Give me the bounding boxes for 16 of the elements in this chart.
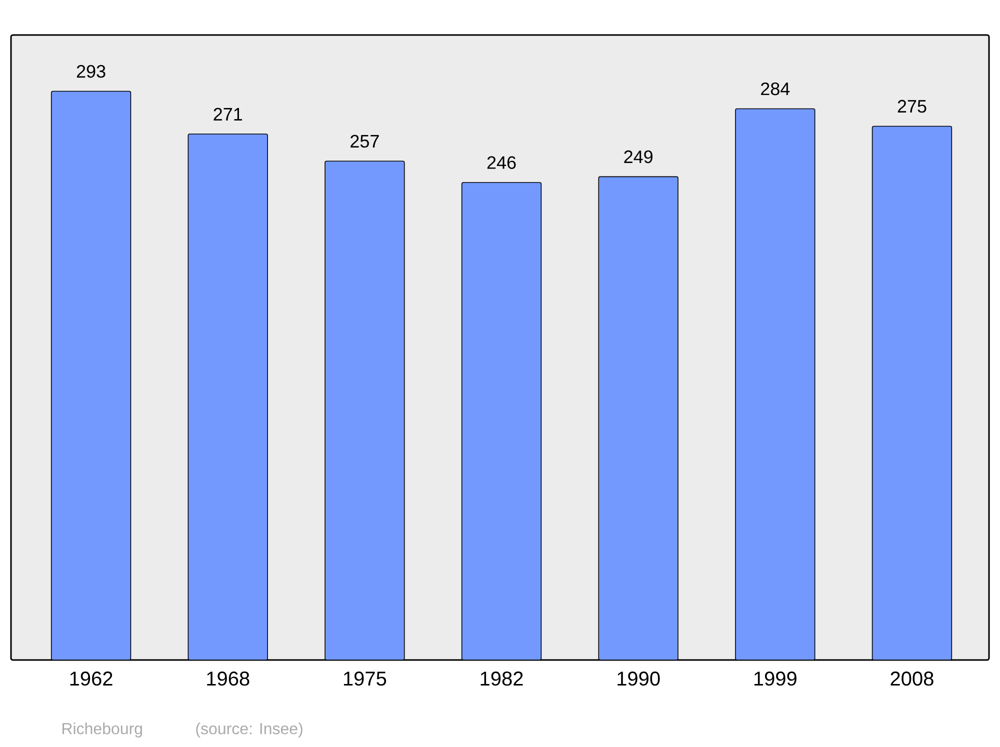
x-tick-label: 1968 bbox=[207, 672, 250, 686]
data-label: 284 bbox=[761, 82, 790, 96]
data-label: 275 bbox=[898, 100, 926, 113]
data-label: 293 bbox=[76, 64, 106, 78]
data-label: 246 bbox=[487, 156, 516, 169]
x-tick-label: 2008 bbox=[890, 672, 934, 686]
data-label: 257 bbox=[350, 134, 379, 148]
data-label: 271 bbox=[214, 108, 242, 120]
x-tick-label: 1999 bbox=[754, 672, 796, 686]
x-tick-label: 1975 bbox=[344, 672, 386, 686]
x-tick-label: 1990 bbox=[618, 672, 660, 686]
data-label: 249 bbox=[624, 150, 652, 164]
text: (source: Insee) bbox=[196, 722, 302, 738]
x-tick-label: 1982 bbox=[480, 672, 523, 686]
x-tick-label: 1962 bbox=[70, 672, 112, 686]
text: Richebourg bbox=[62, 722, 142, 738]
